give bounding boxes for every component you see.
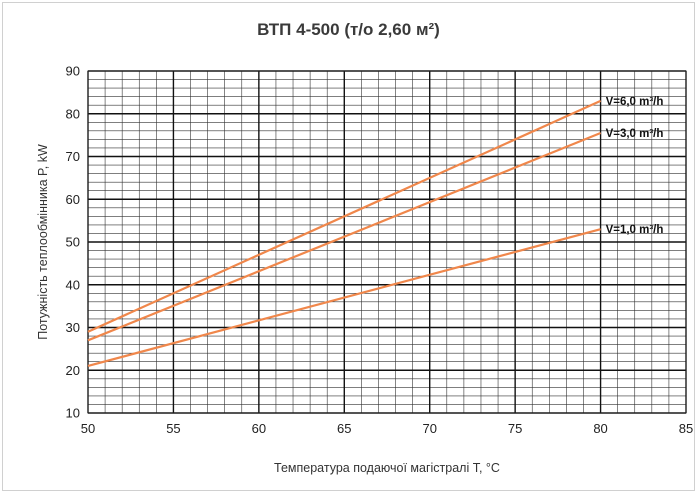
series-lines [87, 99, 602, 368]
series-labels: V=6,0 m³/h V=3,0 m³/h V=1,0 m³/h [606, 96, 664, 236]
x-axis-ticks: 50 55 60 65 70 75 80 85 [81, 421, 693, 436]
y-tick-label: 80 [66, 106, 80, 121]
x-tick-label: 85 [679, 421, 693, 436]
series-label: V=1,0 m³/h [606, 224, 664, 236]
x-tick-label: 50 [81, 421, 95, 436]
x-tick-label: 75 [508, 421, 522, 436]
y-tick-label: 20 [66, 363, 80, 378]
series-line [87, 228, 601, 368]
x-tick-label: 55 [166, 421, 180, 436]
y-tick-label: 30 [66, 320, 80, 335]
y-tick-label: 40 [66, 277, 80, 292]
series-label: V=3,0 m³/h [606, 128, 664, 140]
series-line [87, 131, 601, 342]
chart-title: ВТП 4-500 (т/о 2,60 м²) [257, 20, 440, 39]
y-tick-label: 50 [66, 235, 80, 250]
x-tick-label: 65 [337, 421, 351, 436]
y-tick-label: 60 [66, 192, 80, 207]
y-tick-label: 90 [66, 64, 80, 79]
series-line [87, 99, 602, 333]
plot-border [87, 70, 687, 414]
y-axis-ticks: 10 20 30 40 50 60 70 80 90 [66, 64, 80, 421]
y-axis-label: Потужність теплообмінника P, kW [36, 144, 50, 340]
y-tick-label: 70 [66, 149, 80, 164]
x-tick-label: 60 [252, 421, 266, 436]
x-tick-label: 80 [593, 421, 607, 436]
series-label: V=6,0 m³/h [606, 96, 664, 108]
y-tick-label: 10 [66, 406, 80, 421]
x-tick-label: 70 [422, 421, 436, 436]
x-axis-label: Температура подаючої магістралі Т, °C [274, 461, 500, 475]
